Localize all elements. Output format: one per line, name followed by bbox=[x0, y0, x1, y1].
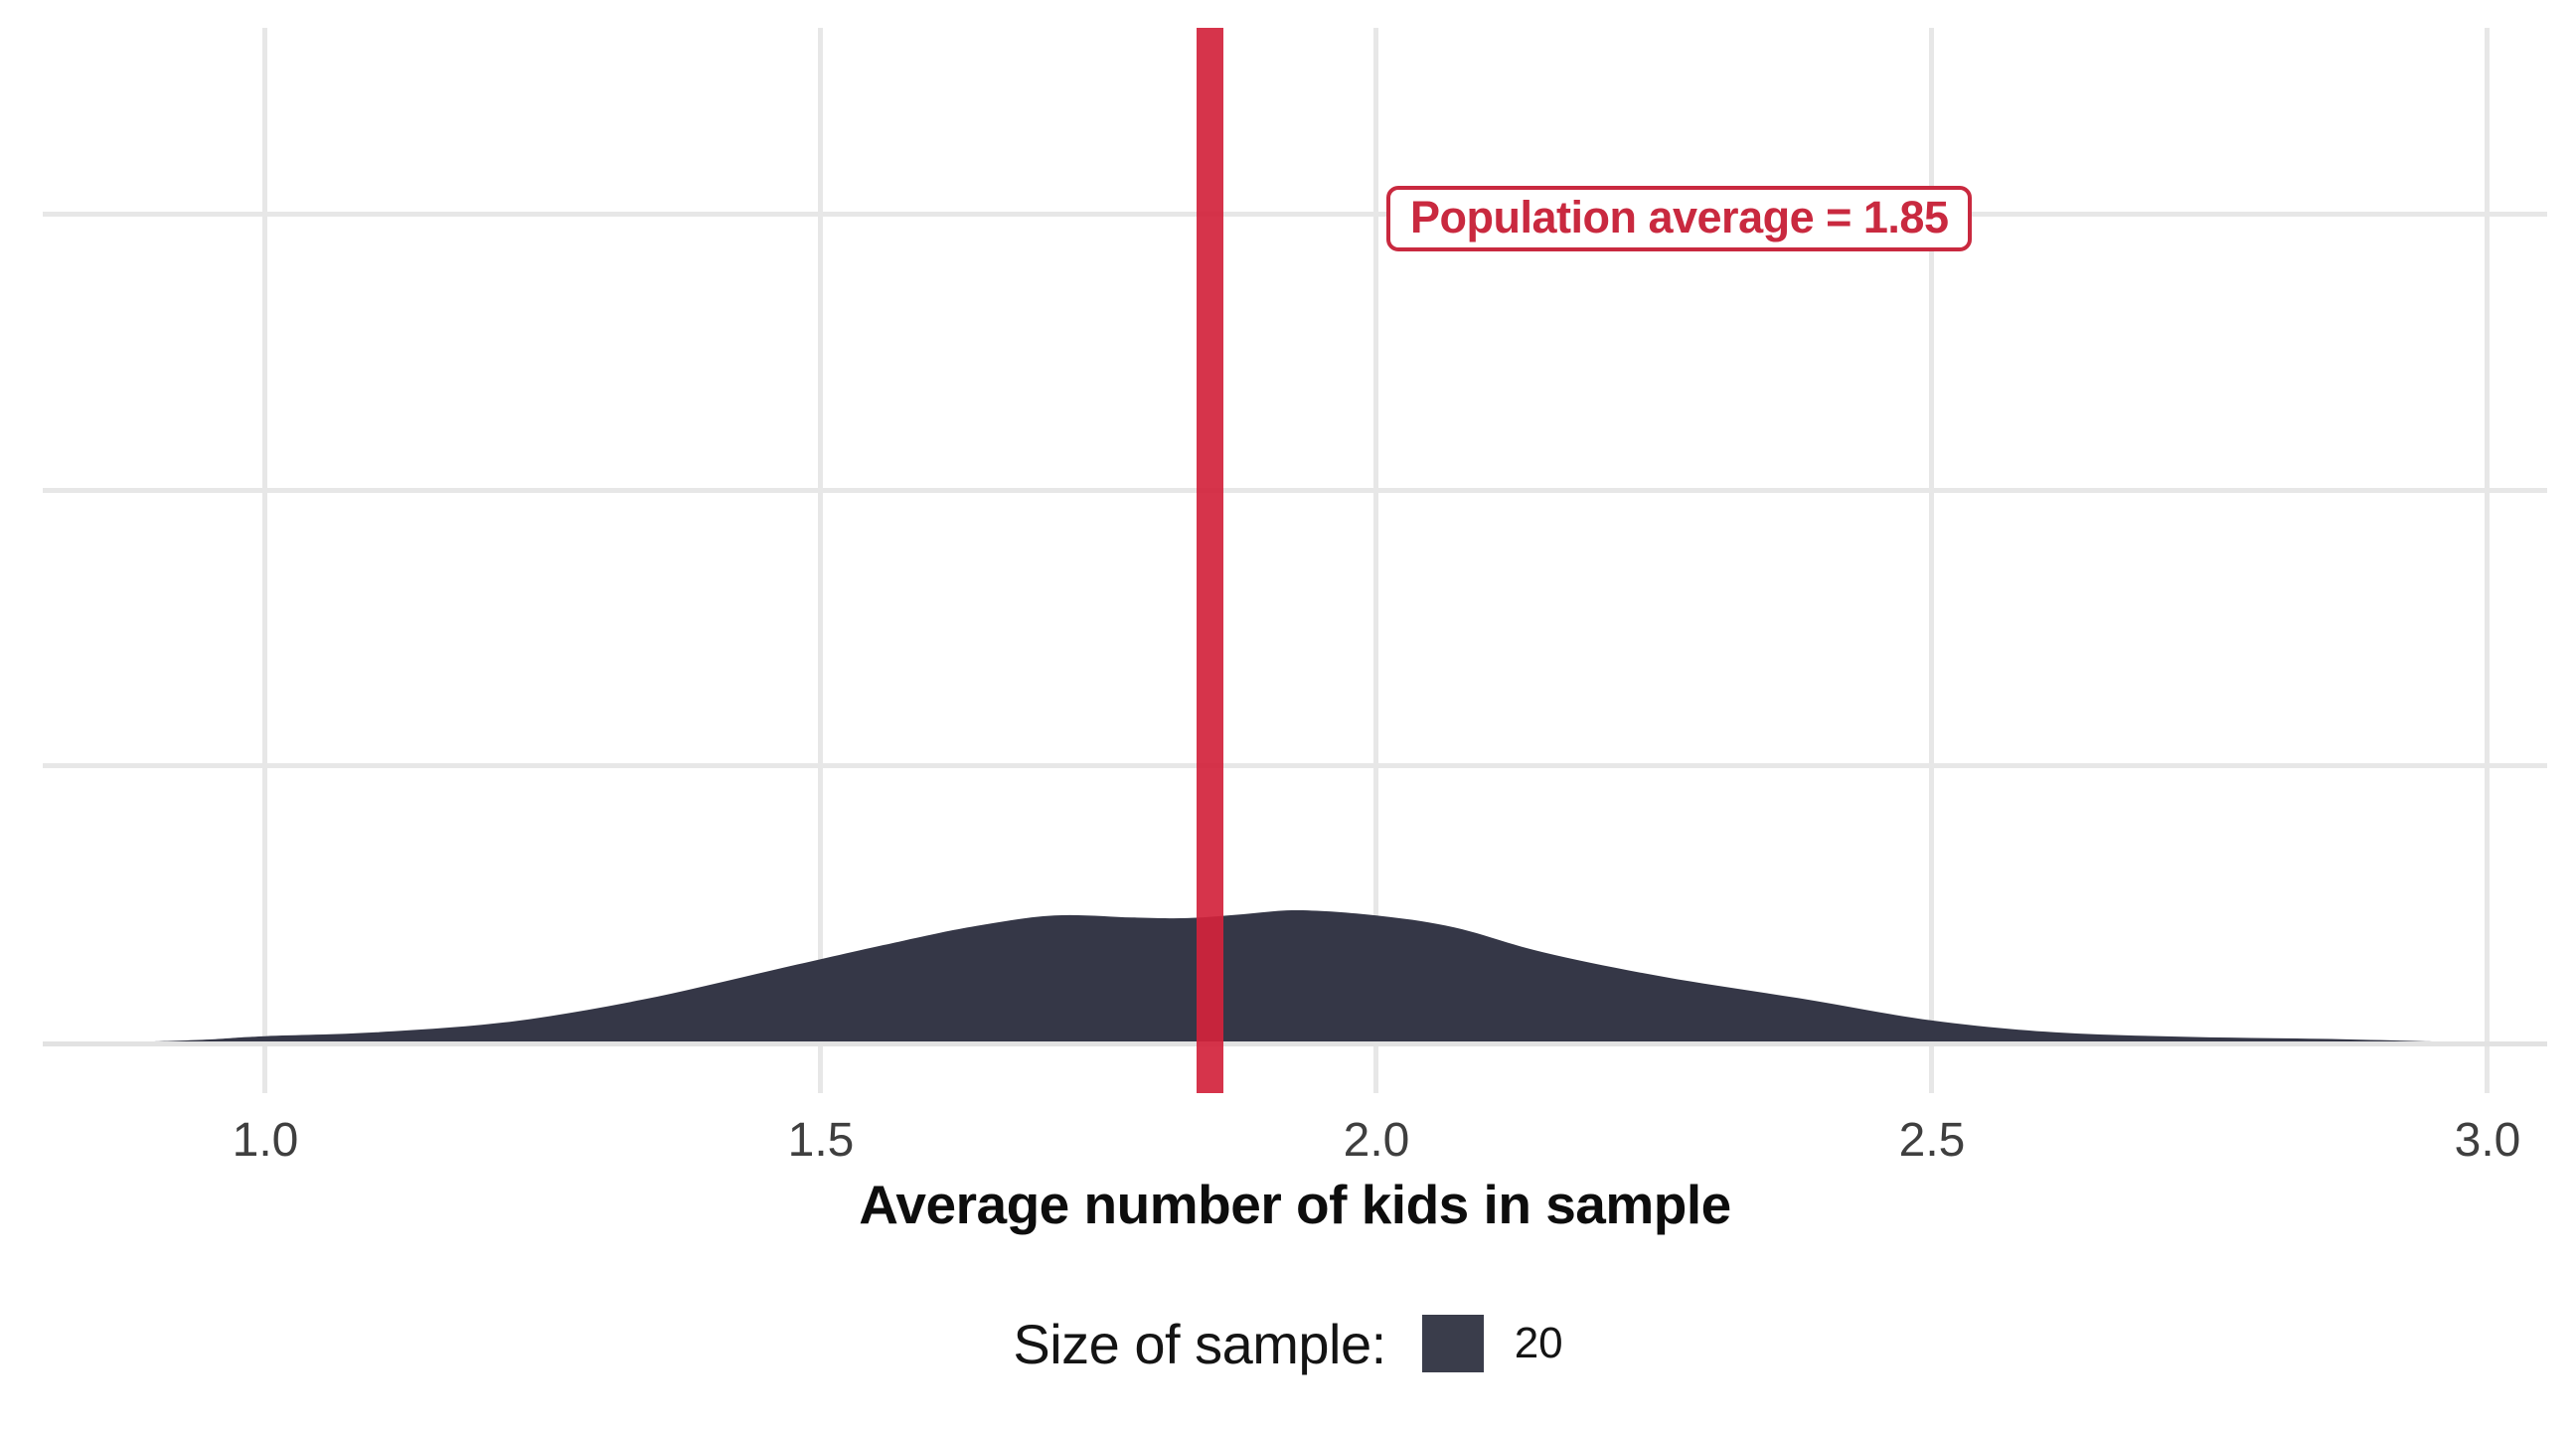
x-tick-label-1.0: 1.0 bbox=[232, 1114, 299, 1167]
x-tick-label-3.0: 3.0 bbox=[2454, 1114, 2521, 1167]
density-area bbox=[154, 909, 2433, 1041]
x-axis-line bbox=[43, 1041, 2547, 1046]
population-average-label: Population average = 1.85 bbox=[1410, 192, 1949, 242]
horizontal-gridline-top bbox=[43, 212, 2547, 217]
vertical-gridline-3.0 bbox=[2485, 28, 2490, 1093]
density-curve bbox=[154, 909, 2433, 1041]
legend-value-label: 20 bbox=[1514, 1319, 1563, 1367]
vertical-gridline-1.5 bbox=[818, 28, 823, 1093]
population-average-line bbox=[1197, 28, 1223, 1093]
x-axis-title: Average number of kids in sample bbox=[859, 1174, 1731, 1235]
vertical-gridline-1.0 bbox=[262, 28, 267, 1093]
vertical-gridline-2.5 bbox=[1929, 28, 1934, 1093]
x-tick-label-1.5: 1.5 bbox=[787, 1114, 855, 1167]
x-tick-label-2.5: 2.5 bbox=[1898, 1114, 1966, 1167]
population-average-annotation: Population average = 1.85 bbox=[1386, 186, 1973, 251]
horizontal-gridline-lower bbox=[43, 763, 2547, 768]
x-tick-label-2.0: 2.0 bbox=[1343, 1114, 1410, 1167]
legend-swatch bbox=[1421, 1315, 1484, 1372]
horizontal-gridline-middle bbox=[43, 488, 2547, 493]
legend-title: Size of sample: bbox=[1013, 1312, 1386, 1375]
vertical-gridline-2.0 bbox=[1373, 28, 1378, 1093]
legend: Size of sample: 20 bbox=[0, 1304, 2576, 1383]
